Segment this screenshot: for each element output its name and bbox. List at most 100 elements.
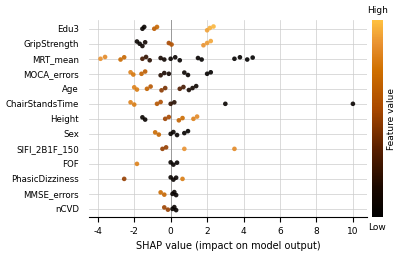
Point xyxy=(156,133,162,137)
Point xyxy=(161,71,168,75)
Point xyxy=(181,147,188,151)
Point xyxy=(200,43,207,47)
Point xyxy=(134,40,140,44)
Point xyxy=(144,87,150,91)
Point xyxy=(163,145,169,149)
Point xyxy=(162,86,168,90)
Point xyxy=(208,70,214,74)
Point xyxy=(168,57,174,61)
Y-axis label: Feature value: Feature value xyxy=(387,88,396,150)
Point xyxy=(231,57,238,61)
Point xyxy=(186,88,192,92)
Point xyxy=(171,205,178,209)
Point xyxy=(143,55,149,59)
Point xyxy=(210,24,217,29)
Point xyxy=(97,57,104,61)
Point xyxy=(159,147,166,151)
Point xyxy=(172,55,178,59)
Point xyxy=(237,55,243,59)
Point xyxy=(169,207,176,211)
Point xyxy=(158,100,164,104)
Point xyxy=(128,70,134,74)
Point xyxy=(162,117,168,121)
Point xyxy=(166,72,172,76)
Point xyxy=(148,85,154,89)
Point xyxy=(142,117,148,122)
Point xyxy=(176,87,183,91)
Point xyxy=(139,27,146,31)
Point xyxy=(180,85,186,89)
Point xyxy=(158,73,164,77)
Point xyxy=(152,130,158,134)
Point xyxy=(168,160,174,164)
Point xyxy=(168,102,174,106)
Point xyxy=(181,131,188,135)
Point xyxy=(181,70,188,75)
Point xyxy=(131,103,138,107)
Point xyxy=(170,178,176,182)
Point xyxy=(176,118,182,122)
Point xyxy=(185,129,191,133)
Text: Low: Low xyxy=(369,223,386,232)
Point xyxy=(173,176,179,180)
Point xyxy=(161,58,168,62)
Point xyxy=(130,72,136,77)
Point xyxy=(161,192,168,197)
Point xyxy=(169,192,176,196)
Point xyxy=(139,115,146,120)
Point xyxy=(161,205,168,209)
Point xyxy=(168,132,174,136)
Point xyxy=(102,55,108,59)
Point xyxy=(168,175,174,179)
Point xyxy=(142,69,148,74)
Point xyxy=(165,208,171,212)
Point xyxy=(190,117,196,121)
Point xyxy=(176,58,183,62)
Point xyxy=(121,177,128,181)
Point xyxy=(173,193,179,197)
Point xyxy=(158,190,164,195)
X-axis label: SHAP value (impact on model output): SHAP value (impact on model output) xyxy=(136,241,320,251)
Point xyxy=(170,163,176,167)
Point xyxy=(174,161,180,165)
Point xyxy=(134,87,140,91)
Point xyxy=(128,100,134,104)
Point xyxy=(173,208,179,212)
Point xyxy=(249,56,256,60)
Point xyxy=(189,86,196,90)
Text: High: High xyxy=(367,6,388,15)
Point xyxy=(195,56,201,60)
Point xyxy=(174,133,180,137)
Point xyxy=(231,147,238,151)
Point xyxy=(350,102,356,106)
Point xyxy=(154,25,160,29)
Point xyxy=(208,39,214,43)
Point xyxy=(139,57,146,61)
Point xyxy=(207,26,213,30)
Point xyxy=(193,84,199,88)
Point xyxy=(131,85,138,89)
Point xyxy=(204,28,210,32)
Point xyxy=(185,73,191,77)
Point xyxy=(158,88,165,92)
Point xyxy=(204,72,210,76)
Point xyxy=(194,115,200,119)
Point xyxy=(166,115,172,119)
Point xyxy=(179,177,186,181)
Point xyxy=(117,58,124,62)
Point xyxy=(198,58,205,62)
Point xyxy=(134,162,140,166)
Point xyxy=(171,190,178,194)
Point xyxy=(244,58,250,62)
Point xyxy=(141,25,148,29)
Point xyxy=(142,40,148,44)
Point xyxy=(151,27,158,31)
Point xyxy=(204,41,210,45)
Point xyxy=(158,56,164,60)
Point xyxy=(136,42,143,46)
Point xyxy=(170,130,176,134)
Point xyxy=(179,116,186,120)
Point xyxy=(121,55,128,59)
Point xyxy=(171,100,178,104)
Point xyxy=(222,102,229,106)
